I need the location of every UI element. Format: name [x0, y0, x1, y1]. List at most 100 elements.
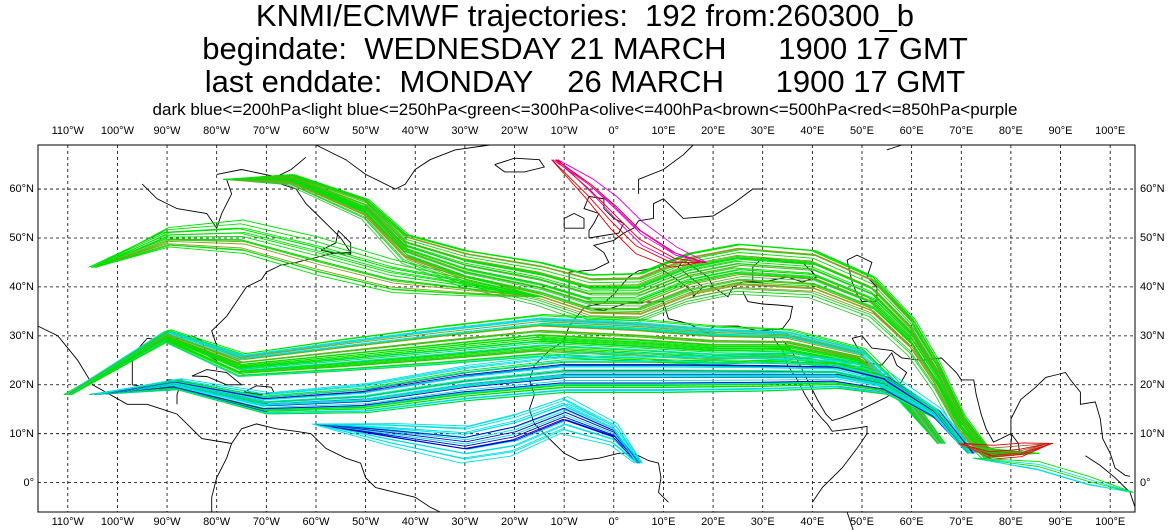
trajectory-line — [974, 457, 1134, 493]
trajectory-line — [314, 402, 638, 464]
trajectory-line — [94, 246, 542, 298]
trajectory-line — [90, 371, 970, 454]
trajectory-line — [315, 416, 639, 464]
longitude-label: 40°E — [800, 516, 825, 528]
longitude-label: 70°E — [949, 516, 974, 528]
trajectory-bundle-european-low — [551, 159, 708, 268]
trajectory-line — [557, 159, 708, 263]
coastline-hudson-bay — [141, 179, 233, 230]
latitude-label: 10°N — [9, 427, 34, 440]
trajectory-line — [958, 443, 1049, 455]
longitude-label: 110°W — [51, 125, 84, 137]
trajectory-bundle-bay-of-bengal — [957, 442, 1054, 460]
latitude-label: 0° — [1140, 476, 1151, 489]
trajectory-line — [89, 380, 969, 454]
latitude-label: 20°N — [1140, 378, 1165, 391]
longitude-label: 80°W — [203, 516, 231, 528]
trajectory-line — [93, 219, 542, 298]
trajectory-line — [226, 178, 1036, 455]
trajectory-bundle-north-american — [88, 219, 543, 298]
coastline-south-america — [310, 433, 441, 513]
longitude-label: 40°W — [401, 516, 429, 528]
trajectory-line — [90, 370, 970, 454]
longitude-label: 10°W — [550, 125, 578, 137]
trajectory-bundle-tropical — [88, 353, 976, 454]
trajectory-line — [963, 442, 1054, 446]
longitude-label: 0° — [608, 516, 620, 528]
trajectory-line — [89, 364, 969, 454]
trajectory-line — [68, 315, 943, 444]
longitude-label: 10°W — [550, 516, 578, 528]
latitude-label: 50°N — [9, 231, 34, 244]
trajectory-line — [555, 159, 706, 263]
longitude-label: 0° — [608, 125, 620, 137]
longitude-label: 20°W — [501, 125, 529, 137]
longitude-label: 90°W — [153, 516, 181, 528]
longitude-label: 60°W — [302, 516, 330, 528]
trajectory-line — [314, 404, 638, 464]
trajectory-line — [311, 423, 635, 464]
longitude-label: 80°E — [998, 125, 1023, 137]
coastline-ireland — [563, 212, 585, 229]
coastline-hispaniola — [243, 385, 275, 396]
pressure-color-legend: dark blue<=200hPa<light blue<=250hPa<gre… — [152, 100, 1018, 119]
longitude-label: 70°W — [252, 125, 280, 137]
trajectory-line — [223, 178, 1033, 454]
trajectory-line — [315, 423, 639, 464]
latitude-label: 60°N — [9, 183, 34, 196]
trajectory-line — [972, 457, 1132, 493]
trajectory-line — [91, 238, 539, 298]
trajectory-line — [88, 376, 968, 454]
trajectory-line — [554, 159, 705, 263]
trajectory-line — [318, 423, 642, 464]
trajectory-line — [973, 457, 1133, 493]
latitude-label: 40°N — [9, 280, 34, 293]
trajectory-line — [315, 407, 639, 464]
trajectory-line — [962, 443, 1052, 449]
longitude-label: 80°W — [203, 125, 231, 137]
trajectory-line — [552, 159, 702, 263]
trajectory-line — [95, 240, 543, 298]
title-line-1: KNMI/ECMWF trajectories: 192 from:260300… — [255, 0, 915, 33]
trajectory-line — [225, 174, 1035, 454]
longitude-label: 60°E — [899, 125, 924, 137]
longitude-label: 40°E — [800, 125, 825, 137]
longitude-label: 90°E — [1048, 516, 1073, 528]
trajectories — [63, 159, 1134, 493]
longitude-label: 50°E — [849, 516, 874, 528]
trajectory-line — [89, 375, 969, 454]
longitude-label: 30°E — [750, 516, 775, 528]
longitude-label: 100°W — [100, 125, 134, 137]
trajectory-line — [227, 177, 1038, 454]
trajectory-line — [89, 366, 969, 454]
trajectory-line — [222, 178, 1032, 460]
trajectory-line — [95, 239, 543, 298]
trajectory-line — [71, 314, 946, 444]
trajectory-line — [313, 398, 637, 464]
longitude-label: 90°W — [153, 125, 181, 137]
trajectory-line — [63, 336, 938, 444]
longitude-label: 100°E — [1095, 125, 1126, 137]
coastline-svalbard-hint — [886, 144, 902, 151]
trajectory-bundle-northern — [222, 174, 1040, 460]
longitude-label: 30°W — [451, 125, 479, 137]
trajectory-line — [973, 457, 1133, 493]
coastline-iceland — [494, 157, 546, 173]
trajectory-line — [551, 159, 701, 268]
coastline-baffin — [216, 156, 307, 178]
coastline-cuba — [191, 369, 243, 386]
trajectory-line — [93, 244, 541, 298]
latitude-label: 50°N — [1140, 231, 1165, 244]
trajectory-line — [65, 319, 940, 444]
trajectory-line — [91, 223, 539, 298]
map-frame — [37, 144, 1136, 513]
trajectory-line — [318, 407, 642, 464]
title-line-2: begindate: WEDNESDAY 21 MARCH 1900 17 GM… — [202, 31, 968, 66]
latitude-label: 60°N — [1140, 183, 1165, 196]
coastline-newfoundland — [320, 229, 352, 255]
longitude-label: 10°E — [651, 125, 676, 137]
trajectory-line — [314, 418, 638, 464]
trajectory-line — [64, 330, 939, 444]
latitude-label: 10°N — [1140, 427, 1165, 440]
